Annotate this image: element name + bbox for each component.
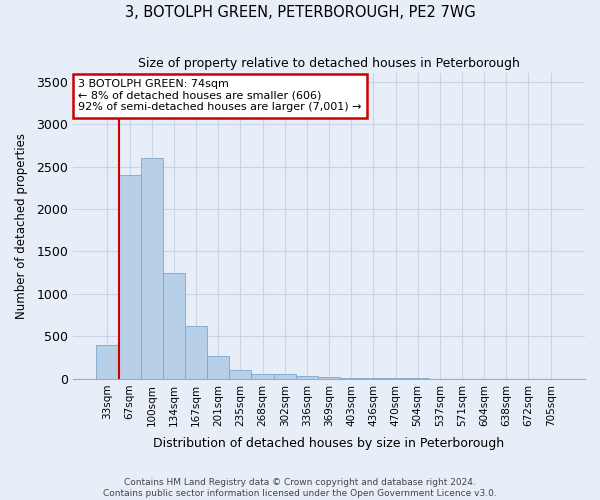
Bar <box>251 374 274 379</box>
Bar <box>296 376 318 379</box>
Text: 3 BOTOLPH GREEN: 74sqm
← 8% of detached houses are smaller (606)
92% of semi-det: 3 BOTOLPH GREEN: 74sqm ← 8% of detached … <box>78 79 362 112</box>
X-axis label: Distribution of detached houses by size in Peterborough: Distribution of detached houses by size … <box>154 437 505 450</box>
Title: Size of property relative to detached houses in Peterborough: Size of property relative to detached ho… <box>138 58 520 70</box>
Bar <box>274 374 296 379</box>
Y-axis label: Number of detached properties: Number of detached properties <box>15 133 28 319</box>
Bar <box>185 326 207 379</box>
Bar <box>318 377 340 379</box>
Bar <box>97 345 119 379</box>
Bar <box>340 378 362 379</box>
Bar <box>163 272 185 379</box>
Bar <box>119 175 140 379</box>
Bar <box>229 370 251 379</box>
Bar <box>140 158 163 379</box>
Text: Contains HM Land Registry data © Crown copyright and database right 2024.
Contai: Contains HM Land Registry data © Crown c… <box>103 478 497 498</box>
Bar <box>207 356 229 379</box>
Text: 3, BOTOLPH GREEN, PETERBOROUGH, PE2 7WG: 3, BOTOLPH GREEN, PETERBOROUGH, PE2 7WG <box>125 5 475 20</box>
